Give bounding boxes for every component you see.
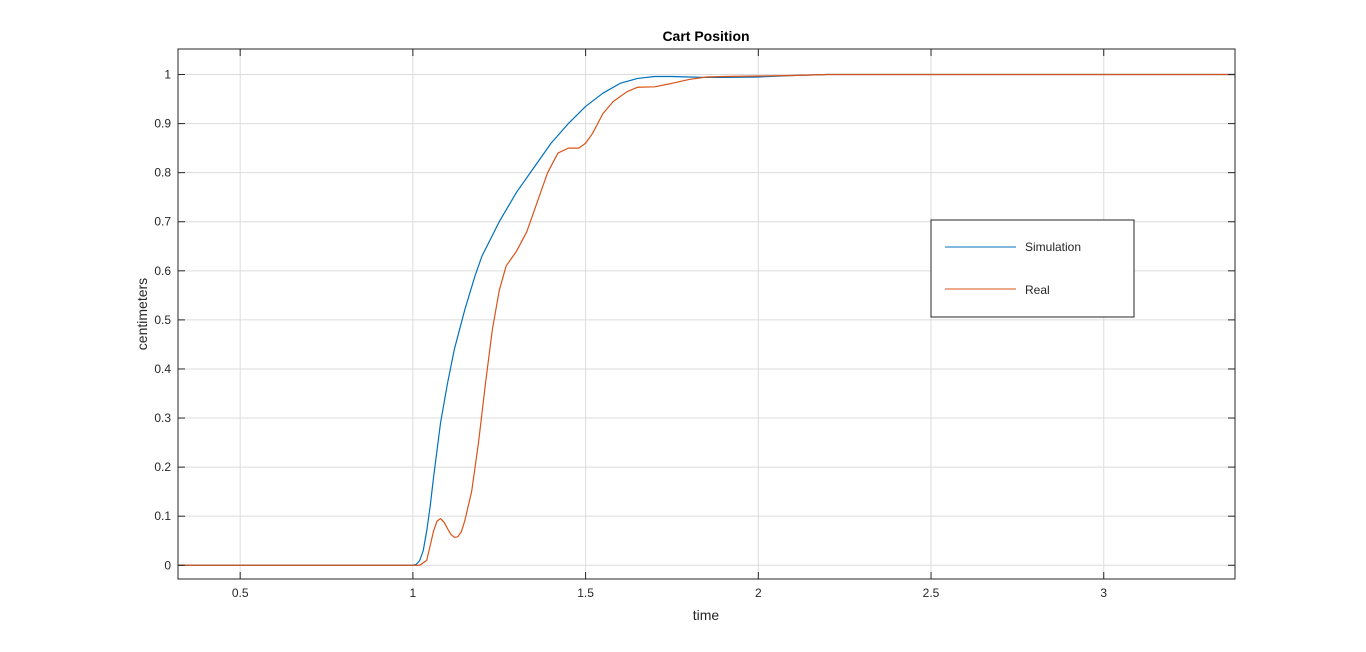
- series-line-real: [178, 73, 1235, 566]
- chart-title: Cart Position: [662, 28, 749, 44]
- x-tick-label: 0.5: [232, 586, 249, 600]
- series-line-simulation: [178, 73, 1235, 566]
- legend-label-real: Real: [1025, 283, 1050, 297]
- x-axis-label: time: [693, 607, 720, 623]
- y-tick-label: 0.3: [154, 411, 171, 425]
- legend-label-simulation: Simulation: [1025, 240, 1081, 254]
- y-tick-label: 0.5: [154, 313, 171, 327]
- legend-box: [930, 219, 1135, 318]
- x-tick-label: 2: [755, 586, 762, 600]
- y-tick-label: 0.4: [154, 362, 171, 376]
- x-tick-label: 1.5: [577, 586, 594, 600]
- y-tick-label: 0.6: [154, 264, 171, 278]
- y-tick-label: 0.9: [154, 117, 171, 131]
- y-tick-label: 0.1: [154, 509, 171, 523]
- x-tick-label: 3: [1100, 586, 1107, 600]
- y-tick-label: 0.8: [154, 166, 171, 180]
- y-tick-label: 0: [164, 558, 171, 572]
- y-tick-label: 0.7: [154, 215, 171, 229]
- series-lines: [178, 73, 1235, 566]
- y-tick-label: 1: [164, 68, 171, 82]
- x-tick-label: 1: [410, 586, 417, 600]
- x-tick-label: 2.5: [923, 586, 940, 600]
- axis-ticks: 0.5 1 1.5 2 2.5 3 0 0.1 0.2 0.3 0.4 0.5 0.6 0.7 0.8 0.9…: [154, 49, 1235, 600]
- y-tick-label: 0.2: [154, 460, 171, 474]
- y-axis-label: centimeters: [134, 278, 150, 350]
- legend: Simulation Real: [930, 219, 1135, 318]
- plot-area-border: [177, 48, 1236, 580]
